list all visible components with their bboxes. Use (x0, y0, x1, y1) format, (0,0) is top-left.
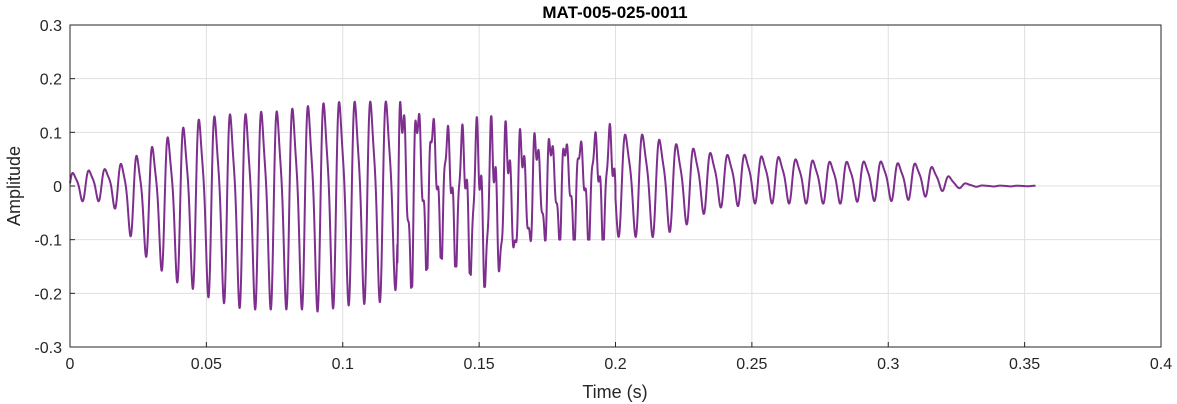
chart-title: MAT-005-025-0011 (542, 3, 687, 22)
x-tick-label: 0.4 (1150, 356, 1172, 373)
x-tick-label: 0.15 (464, 356, 495, 373)
x-axis-label: Time (s) (582, 382, 647, 402)
y-tick-label: -0.3 (34, 340, 62, 357)
x-tick-label: 0.35 (1009, 356, 1040, 373)
waveform-series-line (69, 100, 1037, 313)
x-tick-label: 0.05 (191, 356, 222, 373)
x-tick-label: 0.2 (604, 356, 626, 373)
series-group (69, 100, 1037, 313)
y-tick-label: 0.2 (40, 72, 62, 89)
x-tick-label: 0.25 (736, 356, 767, 373)
y-tick-label: 0 (53, 179, 62, 196)
x-tick-label: 0 (66, 356, 75, 373)
y-axis-ticks: -0.3 -0.2 -0.1 0 0.1 0.2 0.3 (34, 18, 75, 357)
x-tick-label: 0.3 (877, 356, 899, 373)
y-axis-label: Amplitude (4, 146, 24, 226)
y-tick-label: -0.1 (34, 233, 62, 250)
x-axis-ticks: 0 0.05 0.1 0.15 0.2 0.25 0.3 0.35 0.4 (66, 342, 1172, 373)
y-tick-label: 0.1 (40, 125, 62, 142)
y-tick-label: -0.2 (34, 286, 62, 303)
y-tick-label: 0.3 (40, 18, 62, 35)
x-tick-label: 0.1 (332, 356, 354, 373)
